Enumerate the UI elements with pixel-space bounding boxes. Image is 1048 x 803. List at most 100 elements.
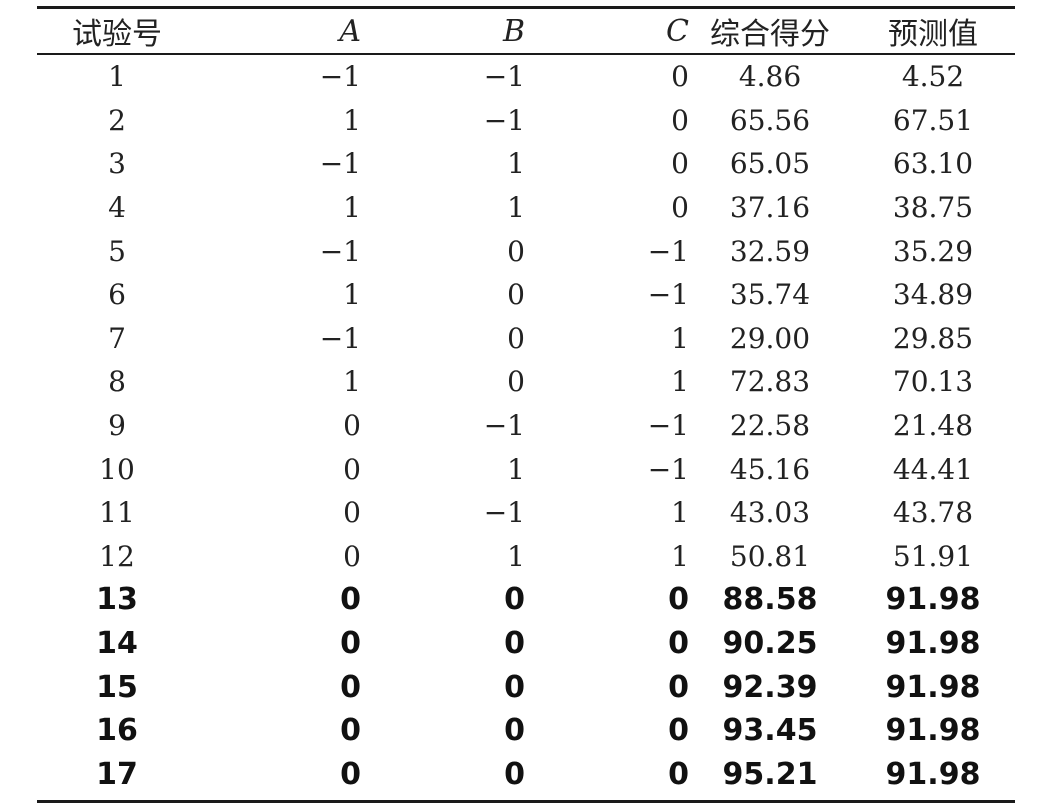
data-table-container: 试验号 A B C 综合得分 预测值 1 −1 −1 0 4.86 4.52 2 1 −1 0 65… bbox=[37, 6, 1015, 803]
cell-run-number: 13 bbox=[96, 582, 138, 618]
cell-predicted-value: 70.13 bbox=[892, 365, 974, 399]
cell-composite-score: 65.56 bbox=[729, 103, 811, 137]
table-row: 10 0 1 −1 45.16 44.41 bbox=[37, 447, 1015, 491]
cell-run-number: 12 bbox=[99, 539, 135, 573]
cell-factor-c: 0 bbox=[668, 582, 689, 618]
cell-factor-b: 0 bbox=[504, 626, 525, 662]
cell-composite-score: 72.83 bbox=[729, 365, 811, 399]
cell-composite-score: 43.03 bbox=[729, 496, 811, 530]
table-row: 6 1 0 −1 35.74 34.89 bbox=[37, 273, 1015, 317]
cell-predicted-value: 51.91 bbox=[892, 539, 974, 573]
header-factor-b: B bbox=[502, 13, 525, 49]
cell-run-number: 17 bbox=[96, 756, 138, 792]
cell-run-number: 9 bbox=[108, 409, 126, 443]
cell-composite-score: 37.16 bbox=[729, 191, 811, 225]
cell-run-number: 1 bbox=[37, 53, 197, 99]
cell-predicted-value: 35.29 bbox=[892, 234, 974, 268]
cell-factor-a: −1 bbox=[319, 147, 361, 181]
cell-factor-a: 0 bbox=[340, 756, 361, 792]
table-row: 9 0 −1 −1 22.58 21.48 bbox=[37, 404, 1015, 448]
table-row: 8 1 0 1 72.83 70.13 bbox=[37, 360, 1015, 404]
cell-composite-score: 50.81 bbox=[729, 539, 811, 573]
cell-predicted-value: 91.98 bbox=[885, 669, 981, 705]
cell-factor-c: 1 bbox=[671, 321, 689, 355]
cell-composite-score: 65.05 bbox=[729, 147, 811, 181]
table-row: 4 1 1 0 37.16 38.75 bbox=[37, 186, 1015, 230]
cell-factor-c: 1 bbox=[671, 539, 689, 573]
top-rule bbox=[37, 6, 1015, 9]
cell-factor-c: 0 bbox=[671, 191, 689, 225]
cell-predicted-value: 4.52 bbox=[851, 53, 1015, 99]
cell-factor-c: −1 bbox=[647, 278, 689, 312]
cell-composite-score: 22.58 bbox=[729, 409, 811, 443]
cell-composite-score: 88.58 bbox=[722, 582, 818, 618]
cell-predicted-value: 38.75 bbox=[892, 191, 974, 225]
cell-factor-b: −1 bbox=[483, 103, 525, 137]
cell-run-number: 10 bbox=[99, 452, 135, 486]
cell-composite-score: 35.74 bbox=[729, 278, 811, 312]
bottom-rule bbox=[37, 800, 1015, 803]
cell-run-number: 5 bbox=[108, 234, 126, 268]
cell-factor-c: 0 bbox=[525, 53, 689, 99]
table-row: 2 1 −1 0 65.56 67.51 bbox=[37, 99, 1015, 143]
cell-factor-a: 0 bbox=[340, 626, 361, 662]
table-row: 17 0 0 0 95.21 91.98 bbox=[37, 753, 1015, 797]
table-row: 3 −1 1 0 65.05 63.10 bbox=[37, 142, 1015, 186]
table-row: 14 0 0 0 90.25 91.98 bbox=[37, 622, 1015, 666]
table-row: 15 0 0 0 92.39 91.98 bbox=[37, 665, 1015, 709]
cell-factor-c: 0 bbox=[671, 147, 689, 181]
cell-run-number: 14 bbox=[96, 626, 138, 662]
cell-run-number: 11 bbox=[99, 496, 135, 530]
cell-factor-a: 0 bbox=[340, 713, 361, 749]
cell-factor-c: 0 bbox=[668, 756, 689, 792]
cell-factor-a: 1 bbox=[343, 365, 361, 399]
cell-factor-a: 1 bbox=[343, 103, 361, 137]
cell-factor-b: 0 bbox=[504, 756, 525, 792]
cell-factor-c: −1 bbox=[647, 409, 689, 443]
table-row: 7 −1 0 1 29.00 29.85 bbox=[37, 317, 1015, 361]
cell-predicted-value: 67.51 bbox=[892, 103, 974, 137]
header-factor-a: A bbox=[339, 13, 361, 49]
cell-factor-b: 1 bbox=[507, 147, 525, 181]
table-row: 1 −1 −1 0 4.86 4.52 bbox=[37, 53, 1015, 99]
cell-factor-c: −1 bbox=[647, 452, 689, 486]
cell-predicted-value: 21.48 bbox=[892, 409, 974, 443]
cell-factor-a: 0 bbox=[343, 409, 361, 443]
cell-run-number: 16 bbox=[96, 713, 138, 749]
cell-composite-score: 95.21 bbox=[722, 756, 818, 792]
cell-predicted-value: 91.98 bbox=[885, 756, 981, 792]
cell-run-number: 8 bbox=[108, 365, 126, 399]
header-run-number: 试验号 bbox=[72, 17, 162, 52]
cell-predicted-value: 91.98 bbox=[885, 713, 981, 749]
cell-factor-b: 0 bbox=[507, 234, 525, 268]
cell-run-number: 4 bbox=[108, 191, 126, 225]
header-factor-c: C bbox=[666, 13, 689, 49]
cell-factor-a: 0 bbox=[340, 582, 361, 618]
header-composite-score: 综合得分 bbox=[710, 17, 830, 52]
cell-factor-b: 1 bbox=[507, 539, 525, 573]
cell-composite-score: 29.00 bbox=[729, 321, 811, 355]
cell-factor-a: 0 bbox=[343, 496, 361, 530]
cell-predicted-value: 29.85 bbox=[892, 321, 974, 355]
cell-predicted-value: 91.98 bbox=[885, 626, 981, 662]
cell-factor-c: 0 bbox=[668, 669, 689, 705]
cell-factor-a: 1 bbox=[343, 191, 361, 225]
cell-factor-a: −1 bbox=[197, 53, 361, 99]
cell-factor-b: −1 bbox=[483, 409, 525, 443]
cell-factor-c: 0 bbox=[668, 626, 689, 662]
cell-run-number: 15 bbox=[96, 669, 138, 705]
cell-predicted-value: 44.41 bbox=[892, 452, 974, 486]
cell-factor-a: 0 bbox=[343, 452, 361, 486]
table-row: 12 0 1 1 50.81 51.91 bbox=[37, 535, 1015, 579]
cell-predicted-value: 43.78 bbox=[892, 496, 974, 530]
cell-composite-score: 32.59 bbox=[729, 234, 811, 268]
header-row: 试验号 A B C 综合得分 预测值 bbox=[37, 9, 1015, 54]
cell-factor-b: 1 bbox=[507, 191, 525, 225]
cell-factor-b: −1 bbox=[483, 496, 525, 530]
cell-factor-b: 0 bbox=[507, 278, 525, 312]
cell-factor-a: 0 bbox=[340, 669, 361, 705]
table-row: 11 0 −1 1 43.03 43.78 bbox=[37, 491, 1015, 535]
table-row: 13 0 0 0 88.58 91.98 bbox=[37, 578, 1015, 622]
cell-factor-c: 0 bbox=[671, 103, 689, 137]
cell-factor-b: 0 bbox=[507, 365, 525, 399]
